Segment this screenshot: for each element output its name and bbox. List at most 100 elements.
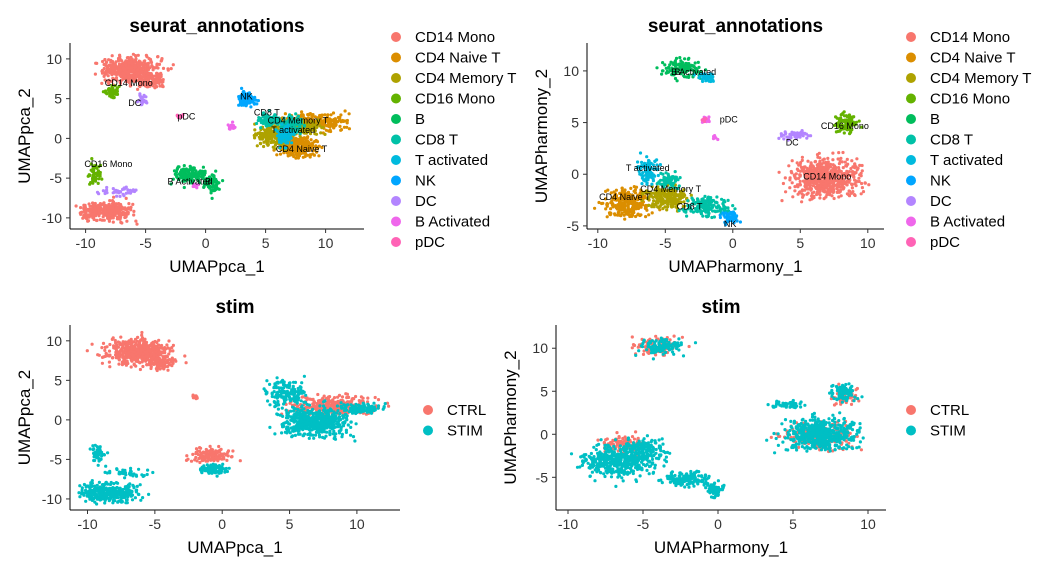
- data-point: [114, 60, 118, 64]
- data-point: [231, 120, 235, 124]
- x-tick-label: 10: [318, 235, 334, 251]
- data-point: [108, 94, 112, 98]
- data-point: [139, 75, 143, 79]
- data-point: [832, 165, 836, 169]
- data-point: [846, 162, 850, 166]
- data-point: [339, 128, 344, 132]
- data-point: [127, 74, 131, 79]
- data-point: [155, 358, 160, 363]
- data-point: [151, 68, 155, 72]
- data-point: [815, 153, 820, 157]
- x-tick-label: -5: [139, 235, 152, 251]
- data-point: [114, 341, 118, 345]
- data-point: [687, 62, 691, 66]
- data-point: [101, 215, 105, 219]
- y-tick-label: 0: [54, 130, 62, 146]
- data-point: [144, 53, 148, 58]
- x-axis-title: UMAPharmony_1: [668, 257, 802, 276]
- data-point: [108, 199, 112, 203]
- data-point: [842, 110, 846, 114]
- data-point: [128, 84, 132, 88]
- series-ctrl: [85, 330, 391, 467]
- data-point: [188, 164, 192, 168]
- data-point: [718, 215, 723, 220]
- data-point: [106, 207, 111, 211]
- data-point: [154, 66, 158, 70]
- series-cd14-mono: [74, 52, 175, 226]
- legend-label: B Activated: [930, 214, 1005, 231]
- data-point: [100, 355, 105, 359]
- data-point: [214, 169, 218, 173]
- data-point: [272, 139, 276, 143]
- data-point: [122, 186, 126, 190]
- data-point: [143, 70, 147, 74]
- data-point: [824, 195, 828, 199]
- data-point: [847, 113, 852, 117]
- data-point: [127, 202, 131, 206]
- data-point: [818, 156, 822, 160]
- data-point: [118, 194, 122, 198]
- data-point: [632, 210, 636, 215]
- data-point: [134, 54, 138, 58]
- data-point: [780, 199, 784, 203]
- data-point: [89, 168, 93, 172]
- data-point: [99, 207, 103, 211]
- data-point: [85, 349, 89, 353]
- legend-label: CD16 Mono: [415, 91, 495, 108]
- data-point: [849, 191, 854, 195]
- data-point: [124, 191, 128, 195]
- data-point: [661, 202, 665, 206]
- legend-key: [906, 237, 916, 247]
- data-point: [142, 73, 146, 77]
- data-point: [126, 206, 130, 210]
- data-point: [849, 130, 853, 134]
- data-point: [93, 212, 97, 216]
- data-point: [334, 118, 338, 122]
- data-point: [332, 121, 336, 125]
- data-point: [189, 168, 193, 172]
- data-point: [108, 68, 112, 72]
- data-point: [115, 78, 119, 82]
- data-point: [840, 160, 844, 164]
- data-point: [147, 57, 151, 61]
- data-point: [820, 187, 824, 191]
- data-point: [811, 165, 816, 169]
- data-point: [113, 69, 117, 73]
- data-point: [319, 131, 323, 135]
- data-point: [254, 98, 258, 102]
- data-point: [648, 175, 652, 179]
- cluster-label: pDC: [177, 111, 196, 121]
- y-tick-label: -5: [567, 218, 580, 234]
- legend-key: [391, 32, 401, 42]
- data-point: [156, 72, 160, 76]
- data-point: [146, 357, 150, 361]
- data-point: [156, 55, 160, 59]
- data-point: [149, 60, 154, 65]
- data-point: [816, 185, 821, 189]
- data-point: [705, 77, 709, 82]
- data-point: [105, 188, 109, 192]
- data-point: [114, 76, 119, 80]
- data-point: [100, 71, 105, 75]
- data-point: [115, 91, 119, 95]
- data-point: [630, 214, 634, 218]
- data-point: [95, 172, 99, 176]
- data-point: [640, 176, 645, 180]
- data-point: [95, 218, 99, 222]
- data-point: [607, 211, 612, 215]
- data-point: [853, 193, 857, 198]
- data-point: [720, 197, 724, 201]
- data-point: [107, 219, 111, 223]
- data-point: [665, 208, 669, 212]
- data-point: [701, 214, 705, 218]
- data-point: [721, 202, 725, 206]
- data-point: [159, 353, 163, 357]
- data-point: [832, 196, 836, 201]
- data-point: [838, 185, 843, 189]
- series-dc: [95, 92, 149, 198]
- data-point: [666, 201, 670, 205]
- data-point: [160, 84, 164, 88]
- data-point: [665, 176, 669, 181]
- data-point: [867, 183, 871, 187]
- data-point: [122, 194, 126, 198]
